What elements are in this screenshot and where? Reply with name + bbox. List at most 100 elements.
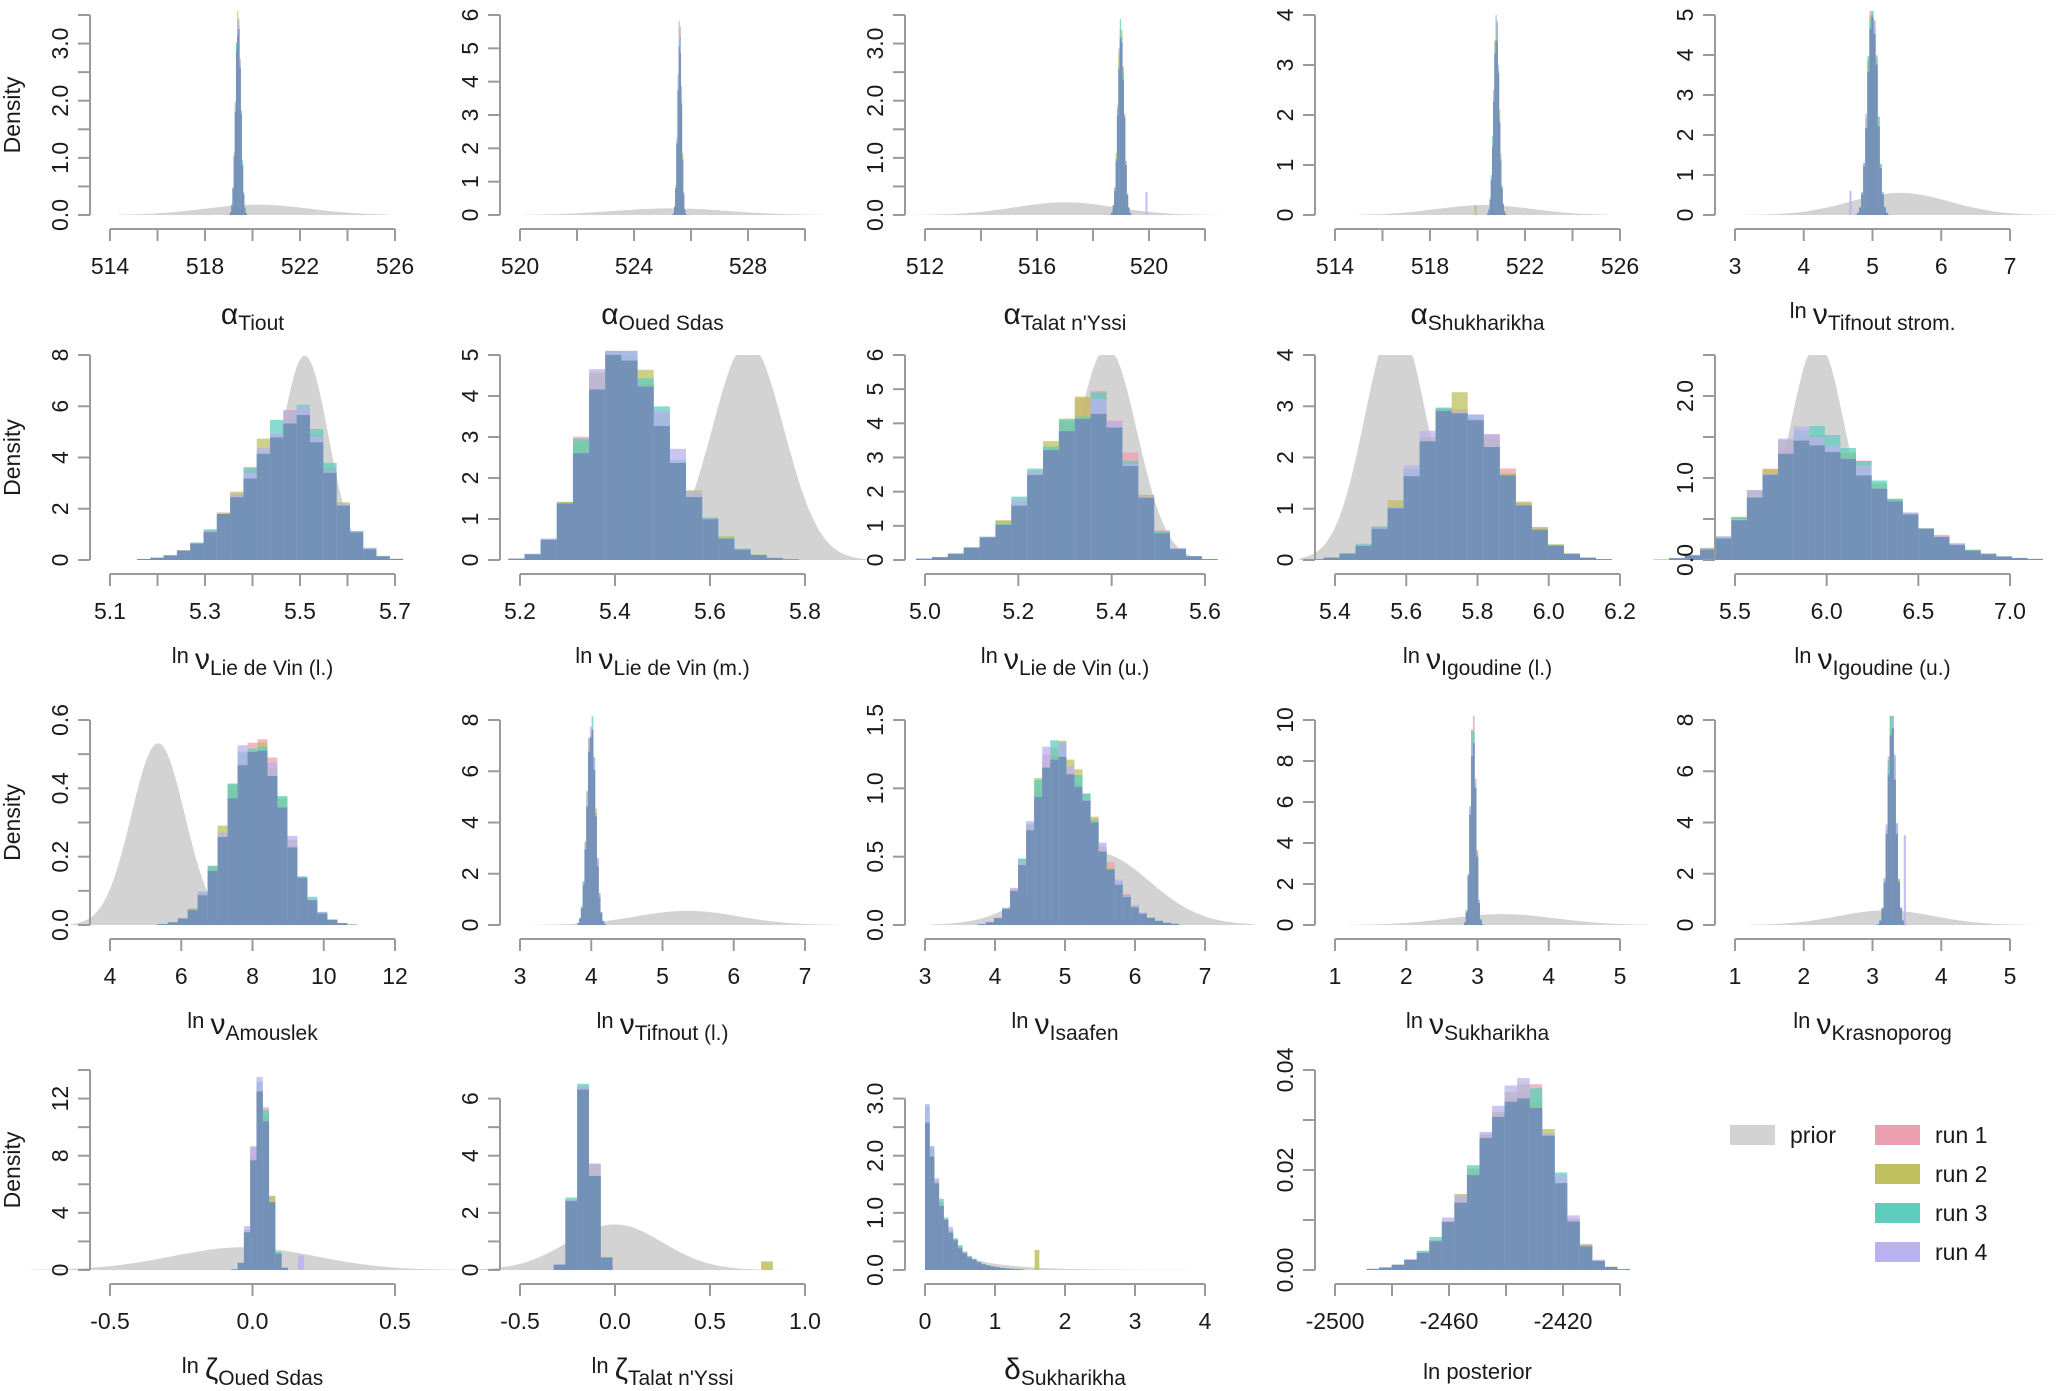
y-axis-label: Density [0,76,25,153]
y-tick-label: 0.04 [1272,1047,1298,1092]
x-axis: 5.1 5.3 5.5 5.7 [94,573,411,624]
hist-bar-overlap [363,549,377,560]
y-tick-label: 2.0 [47,85,73,117]
panel-ln-zeta-talat-nyssi: 0 2 4 6 -0.5 0.0 0.5 1.0 ln ζTalat n'Yssi [457,1083,821,1390]
hist-bar-overlap [243,1232,251,1270]
hist-bar-overlap [676,143,678,215]
y-tick-label: 4 [47,451,73,464]
x-tick-label: 5 [1866,253,1879,279]
hist-bar-overlap [1501,188,1503,215]
hist-bar-overlap [1472,743,1475,925]
y-tick-label: 6 [1672,765,1698,778]
hist-bar-overlap [565,1201,578,1270]
x-label-subscript: Sukharikha [1021,1367,1126,1390]
hist-bar-overlap [589,389,606,560]
panel-ln-nu-lie-de-vin-m: 0 1 2 3 4 5 5.2 5.4 5.6 5.8 ln νLie de Vin (m.) [457,349,867,680]
x-tick-label: 514 [91,253,130,279]
hist-bar-overlap [237,765,248,925]
hist-bar-overlap [1731,520,1747,560]
y-axis: 0 1 2 3 4 [1272,348,1316,566]
hist-bar-overlap [1118,69,1120,215]
hist-bar-overlap [577,1089,589,1270]
hist-bar-overlap [766,558,783,560]
x-axis: 512 516 520 [906,228,1206,279]
hist-bar-overlap [1879,168,1882,215]
hist-bar-overlap [1122,465,1139,560]
x-tick-label: 518 [1411,253,1449,279]
hist-bar-overlap [1171,923,1180,925]
hist-bar-overlap [1881,908,1884,925]
x-tick-label: 3 [1866,963,1879,989]
hist-bar-overlap [1595,559,1612,560]
hist-bar-overlap [1050,759,1059,925]
y-tick-label: 3.0 [862,1083,888,1115]
y-tick-label: 1 [457,175,483,188]
hist-bar-overlap [349,532,364,560]
y-axis: 0 2 4 6 8 [457,714,501,931]
y-tick-label: 8 [1672,714,1698,727]
hist-bar-overlap [1154,920,1163,925]
legend-swatch [1730,1125,1775,1145]
y-tick-label: 6 [1272,796,1298,809]
y-tick-label: 0.0 [47,199,73,231]
y-tick-label: 2 [862,485,888,498]
hist-bar-overlap [137,559,151,560]
legend-item-run1: run 1 [1875,1122,1987,1148]
hist-bar-overlap [336,505,350,560]
hist-bar-overlap [1130,907,1139,925]
y-tick-label: 0.6 [47,704,73,736]
y-tick-label: 5 [457,349,483,362]
hist-bar-overlap [572,453,590,560]
x-tick-label: 5.6 [1189,598,1221,624]
hist-bar-overlap [1170,549,1186,560]
hist-bar-overlap [297,877,308,925]
hist-bar-overlap [256,453,271,560]
hist-bar-overlap [932,557,948,560]
x-axis: 1 2 3 4 5 [1729,938,2016,989]
hist-bar-overlap [1579,557,1596,560]
hist-bar-overlap [1980,554,1997,560]
x-label-subscript: Shukharikha [1428,312,1545,335]
y-tick-label: 0.00 [1272,1248,1298,1293]
hist-bar-overlap [1715,538,1732,560]
hist-bar-overlap [1863,166,1866,215]
x-axis-label: ln ζTalat n'Yssi [591,1353,733,1390]
hist-bar-overlap [1451,413,1468,560]
x-axis-label: ln νKrasnoporog [1793,1008,1952,1045]
y-axis: 0 2 4 6 8 [1672,714,1716,931]
hist-bar-overlap [1499,475,1516,560]
hist-bar-overlap [230,212,232,215]
hist-bar-overlap [1515,505,1532,560]
hist-bar-overlap [1115,161,1117,215]
hist-bar-overlap [283,423,297,560]
x-axis: -0.5 0.0 0.5 1.0 [500,1283,821,1334]
hist-bar-overlap [1098,851,1107,925]
y-axis-label: Density [0,1131,25,1208]
x-label-subscript: Isaafen [1050,1022,1119,1045]
prior-density [522,208,823,215]
x-axis: 5.5 6.0 6.5 7.0 [1719,573,2026,624]
hist-bar-overlap [1883,882,1886,925]
y-tick-label: 0 [1672,209,1698,222]
legend-item-prior: prior [1730,1122,1836,1148]
x-tick-label: 12 [382,963,408,989]
y-tick-label: 1.5 [862,704,888,736]
hist-bar-overlap [1066,774,1075,925]
hist-bar-overlap [1454,1202,1467,1270]
hist-bar-overlap [2011,558,2028,560]
x-tick-label: 6 [1935,253,1948,279]
y-tick-label: 0.0 [862,199,888,231]
x-axis: 514 518 522 526 [91,228,414,279]
hist-bar-overlap [2027,558,2043,560]
x-tick-label: -2460 [1420,1308,1479,1334]
x-label-subscript: Oued Sdas [218,1367,323,1390]
hist-bar-overlap [1119,38,1122,215]
x-tick-label: 5.0 [909,598,941,624]
y-tick-label: 2.0 [862,85,888,117]
x-tick-label: 5.2 [1002,598,1034,624]
hist-bar-overlap [1011,505,1028,560]
x-tick-label: 6.5 [1902,598,1934,624]
hist-bar-overlap [1185,556,1202,560]
x-tick-label: 8 [246,963,259,989]
hist-bar-overlap [1617,1269,1630,1270]
